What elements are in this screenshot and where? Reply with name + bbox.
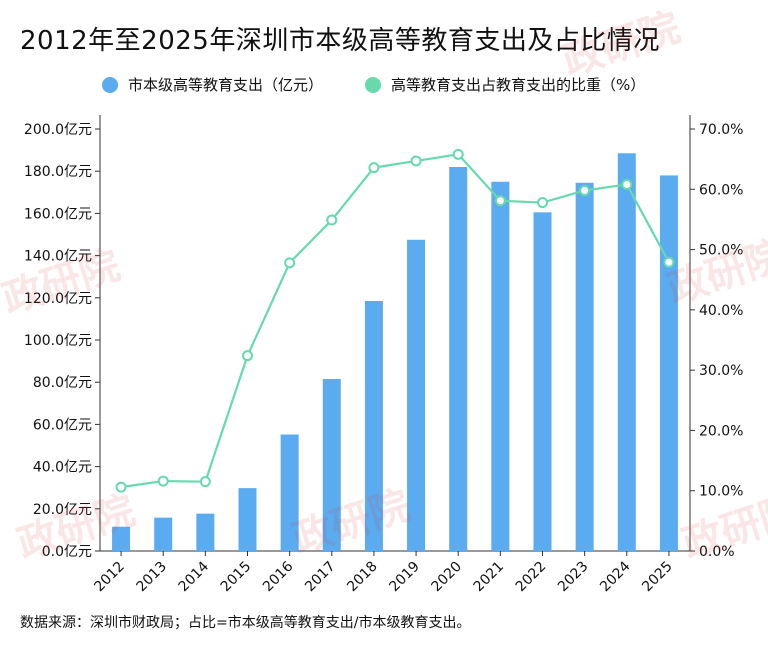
bar — [364, 300, 383, 551]
ratio-point — [326, 214, 338, 226]
ratio-point — [621, 178, 633, 190]
source-note: 数据来源：深圳市财政局；占比=市本级高等教育支出/市本级教育支出。 — [20, 615, 471, 631]
ratio-line — [120, 153, 670, 489]
left-tick-label: 40.0亿元 — [33, 460, 92, 476]
ratio-point — [663, 256, 675, 268]
x-tick-label: 2021 — [471, 559, 508, 596]
bar — [449, 166, 468, 552]
legend-bar-swatch — [102, 76, 118, 93]
bar — [112, 526, 131, 551]
bar — [196, 513, 215, 551]
x-tick-label: 2013 — [134, 559, 171, 596]
legend-bar-label: 市本级高等教育支出（亿元） — [128, 76, 324, 94]
right-tick-label: 60.0% — [699, 182, 743, 198]
ratio-point — [115, 481, 127, 493]
bar — [322, 379, 341, 551]
left-tick-label: 200.0亿元 — [24, 122, 92, 138]
x-tick-label: 2014 — [176, 558, 213, 595]
legend-line-swatch — [365, 76, 381, 93]
right-tick-label: 50.0% — [699, 243, 743, 259]
ratio-point — [410, 155, 422, 167]
x-tick-label: 2023 — [555, 559, 592, 596]
x-tick-label: 2020 — [429, 559, 466, 596]
x-tick-label: 2012 — [91, 559, 128, 596]
ratio-point — [579, 184, 591, 196]
legend-item-line: 高等教育支出占教育支出的比重（%） — [365, 74, 645, 95]
bar — [491, 181, 510, 551]
x-tick-label: 2015 — [218, 559, 255, 596]
ratio-point — [494, 195, 506, 207]
ratio-point — [157, 475, 169, 487]
ratio-point — [452, 148, 464, 160]
bar — [533, 212, 552, 551]
left-tick-label: 140.0亿元 — [24, 249, 92, 265]
left-tick-label: 20.0亿元 — [33, 502, 92, 518]
left-tick-label: 180.0亿元 — [24, 164, 92, 180]
x-tick-label: 2022 — [513, 559, 550, 596]
ratio-point — [368, 162, 380, 174]
x-tick-label: 2024 — [597, 558, 634, 595]
right-tick-label: 0.0% — [699, 544, 735, 560]
legend-item-bar: 市本级高等教育支出（亿元） — [102, 74, 323, 95]
x-tick-label: 2018 — [344, 559, 381, 596]
bar — [617, 153, 636, 551]
x-tick-label: 2025 — [639, 559, 676, 596]
right-tick-label: 40.0% — [699, 303, 743, 319]
right-tick-label: 10.0% — [699, 484, 743, 500]
left-tick-label: 160.0亿元 — [24, 206, 92, 222]
x-tick-label: 2017 — [302, 559, 339, 596]
bar — [280, 434, 299, 551]
right-tick-label: 30.0% — [699, 363, 743, 379]
left-tick-label: 60.0亿元 — [33, 417, 92, 433]
bar — [407, 239, 426, 551]
ratio-point — [242, 350, 253, 362]
x-tick-label: 2016 — [260, 558, 297, 595]
left-tick-label: 120.0亿元 — [24, 291, 92, 307]
left-tick-label: 0.0亿元 — [42, 544, 92, 560]
left-tick-label: 100.0亿元 — [24, 333, 92, 349]
bar — [659, 175, 678, 552]
bar — [575, 182, 594, 551]
ratio-point — [537, 197, 548, 209]
bar — [154, 517, 173, 551]
right-tick-label: 20.0% — [699, 423, 743, 439]
legend-line-label: 高等教育支出占教育支出的比重（%） — [391, 76, 646, 94]
left-tick-label: 80.0亿元 — [33, 375, 92, 391]
chart-title: 2012年至2025年深圳市本级高等教育支出及占比情况 — [20, 26, 660, 56]
x-tick-label: 2019 — [386, 559, 423, 596]
ratio-point — [284, 257, 296, 269]
ratio-point — [199, 476, 211, 488]
chart-legend: 市本级高等教育支出（亿元） 高等教育支出占教育支出的比重（%） — [0, 74, 768, 96]
bar — [238, 488, 257, 551]
right-tick-label: 70.0% — [699, 122, 743, 138]
